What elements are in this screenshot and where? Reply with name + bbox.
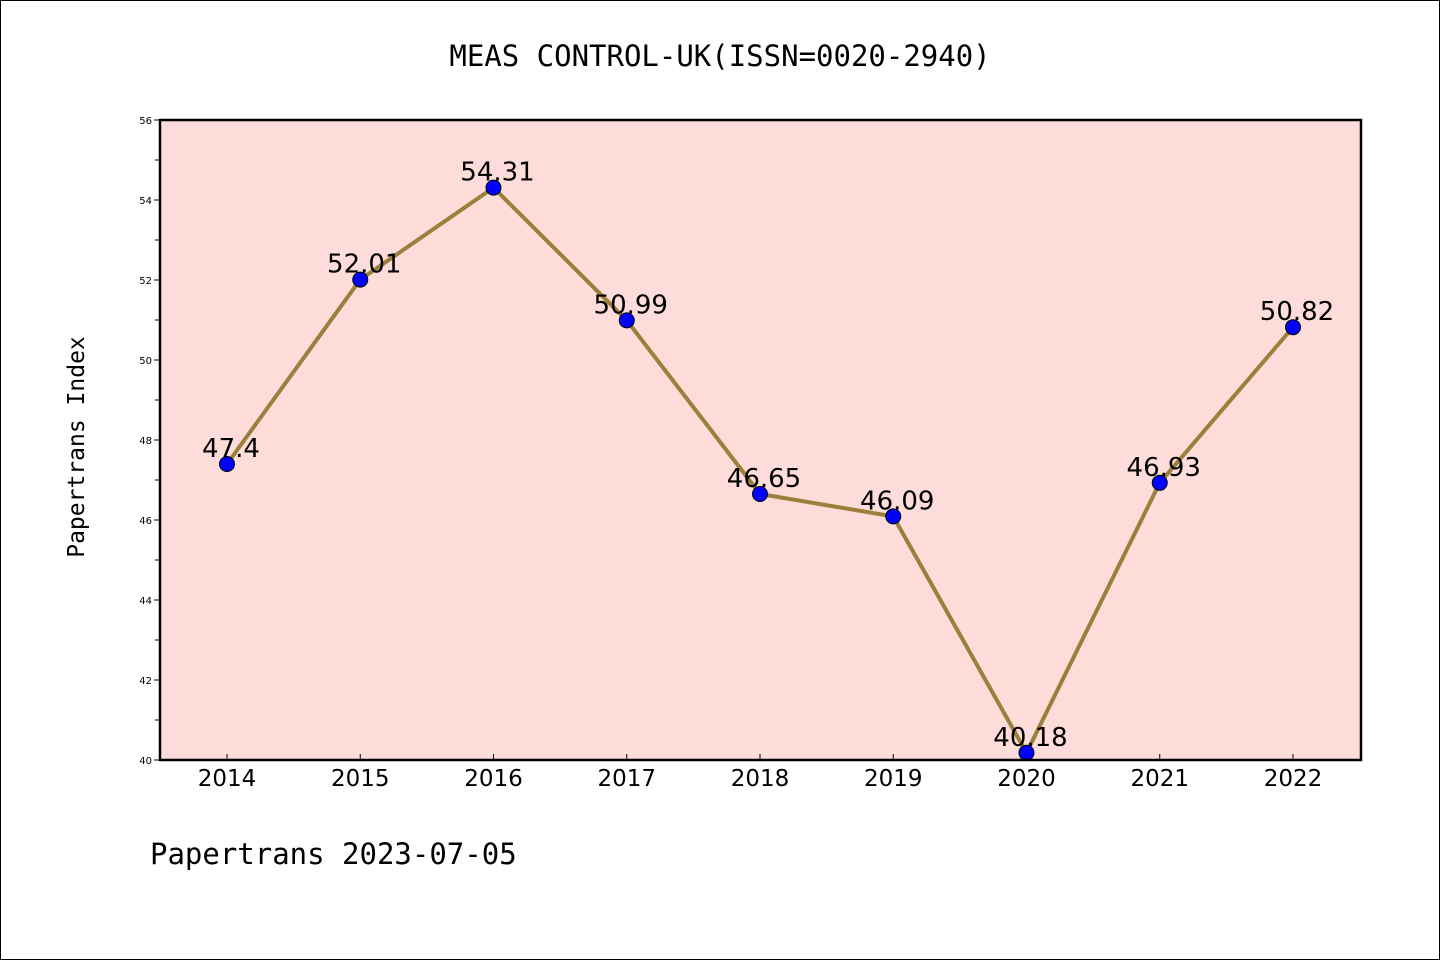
data-point-label: 54.31 (460, 158, 534, 188)
y-axis-label: Papertrans Index (64, 336, 90, 558)
x-tick-label: 2016 (464, 766, 523, 792)
data-point-label: 46.93 (1127, 453, 1201, 483)
data-point-label: 46.65 (727, 464, 801, 494)
data-point-marker (752, 486, 768, 502)
plot-border (158, 118, 1363, 762)
data-point-label: 52.01 (327, 250, 401, 280)
y-tick-label: 50 (139, 356, 152, 367)
data-point-marker (1151, 474, 1168, 491)
data-point-marker (885, 508, 902, 525)
series-layer: 47.4 52.01 54.31 50.99 46.65 46.09 40.18 46.93 5… (202, 158, 1334, 761)
y-tick-label: 52 (139, 276, 152, 287)
data-point-marker (352, 271, 369, 288)
x-tick-label: 2015 (331, 766, 390, 792)
data-point-label: 47.4 (202, 434, 260, 464)
x-tick-label: 2021 (1130, 766, 1189, 792)
x-tick-label: 2017 (597, 766, 656, 792)
data-point-label: 50.82 (1260, 297, 1334, 327)
y-axis: 40 42 44 46 48 50 52 54 56 (139, 116, 160, 767)
y-tick-label: 54 (139, 196, 152, 207)
x-tick-label: 2022 (1264, 766, 1323, 792)
y-tick-label: 56 (139, 116, 152, 127)
plot-area (160, 120, 1361, 760)
y-tick-label: 48 (139, 436, 152, 447)
data-point-label: 46.09 (860, 486, 934, 516)
y-tick-label: 40 (139, 756, 152, 767)
y-tick-label: 44 (139, 596, 152, 607)
x-tick-label: 2018 (731, 766, 790, 792)
x-tick-label: 2020 (997, 766, 1056, 792)
data-point-marker (219, 456, 235, 472)
data-point-marker (485, 179, 502, 196)
x-tick-label: 2019 (864, 766, 923, 792)
y-tick-label: 42 (139, 676, 152, 687)
footer-credit: Papertrans 2023-07-05 (150, 837, 517, 871)
x-tick-label: 2014 (198, 766, 257, 792)
x-axis: 2014 2015 2016 2017 2018 2019 2020 2021 2022 (198, 754, 1323, 792)
y-tick-label: 46 (139, 516, 152, 527)
data-point-label: 40.18 (993, 723, 1067, 753)
chart-title: MEAS CONTROL-UK(ISSN=0020-2940) (449, 39, 990, 73)
data-point-marker (1285, 319, 1301, 336)
data-point-label: 50.99 (594, 290, 668, 320)
data-point-marker (618, 312, 635, 329)
